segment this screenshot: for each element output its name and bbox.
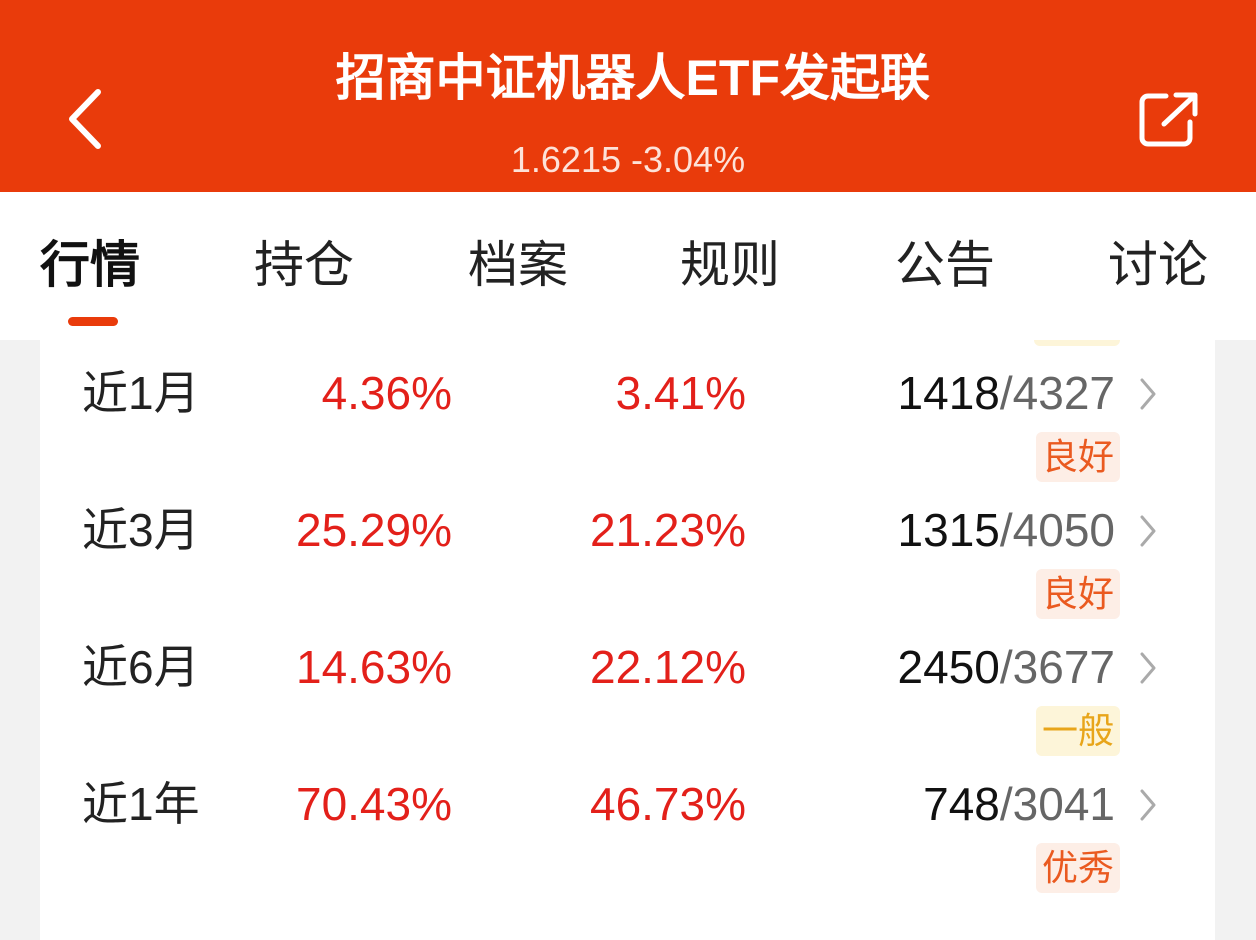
rank: 748 (923, 778, 1000, 830)
rating-badge: 良好 (1035, 569, 1120, 619)
rank: 2450 (897, 641, 1000, 693)
table-row[interactable]: 近3月 25.29% 21.23% 1315/4050 良好 (40, 500, 1215, 620)
total: 3677 (1012, 641, 1115, 693)
rank-separator: / (999, 641, 1013, 693)
tab[interactable]: 公告 (895, 237, 995, 293)
tab[interactable]: 持仓 (254, 237, 354, 293)
partial-badge (1034, 340, 1120, 346)
rank-separator: / (999, 504, 1013, 556)
average: 22.12% (589, 641, 746, 693)
total: 4327 (1012, 367, 1115, 419)
period: 近6月 (82, 641, 200, 693)
rating-badge: 一般 (1035, 706, 1120, 756)
average: 21.23% (589, 504, 746, 556)
rank-box: 748/3041 (815, 774, 1115, 834)
chevron (1140, 378, 1156, 410)
change: -3.04% (631, 139, 746, 180)
share-button[interactable] (1138, 90, 1200, 150)
period: 近3月 (82, 504, 200, 556)
tab-bar (0, 192, 1256, 340)
rating-badge: 良好 (1035, 432, 1120, 482)
average: 3.41% (615, 367, 746, 419)
chevron (1140, 515, 1156, 547)
period: 近1月 (82, 367, 200, 419)
rank-separator: / (999, 778, 1013, 830)
rank-box: 2450/3677 (815, 637, 1115, 697)
tab[interactable]: 讨论 (1108, 237, 1208, 293)
rating-badge: 优秀 (1035, 843, 1120, 893)
total: 3041 (1012, 778, 1115, 830)
title-clip: 招商中证机器人ETF发起联 (328, 40, 930, 116)
subtitle: 1.6215 -3.04% (0, 138, 1256, 182)
chevron (1140, 652, 1156, 684)
table-row[interactable]: 近6月 14.63% 22.12% 2450/3677 一般 (40, 637, 1215, 757)
return: 70.43% (295, 778, 452, 830)
rank-box: 1315/4050 (815, 500, 1115, 560)
chevron (1140, 789, 1156, 821)
rank-separator: / (999, 367, 1013, 419)
title: 招商中证机器人ETF发起联 (335, 50, 930, 106)
header: 招商中证机器人ETF发起联 1.6215 -3.04% (0, 0, 1256, 192)
back-button[interactable] (60, 86, 110, 152)
price: 1.6215 (510, 139, 621, 180)
table-row[interactable]: 近1年 70.43% 46.73% 748/3041 优秀 (40, 774, 1215, 894)
period: 近1年 (82, 778, 200, 830)
tab[interactable]: 行情 (40, 237, 140, 293)
return: 4.36% (321, 367, 452, 419)
tab[interactable]: 规则 (680, 237, 780, 293)
performance-card: 近1月 4.36% 3.41% 1418/4327 良好 近3月 25.29% 21.23% 1… (40, 340, 1215, 940)
rank: 1315 (897, 504, 1000, 556)
tab-indicator (68, 317, 118, 326)
tab[interactable]: 档案 (468, 237, 568, 293)
return: 14.63% (295, 641, 452, 693)
average: 46.73% (589, 778, 746, 830)
total: 4050 (1012, 504, 1115, 556)
table-row[interactable]: 近1月 4.36% 3.41% 1418/4327 良好 (40, 363, 1215, 483)
rank-box: 1418/4327 (815, 363, 1115, 423)
rank: 1418 (897, 367, 1000, 419)
return: 25.29% (295, 504, 452, 556)
